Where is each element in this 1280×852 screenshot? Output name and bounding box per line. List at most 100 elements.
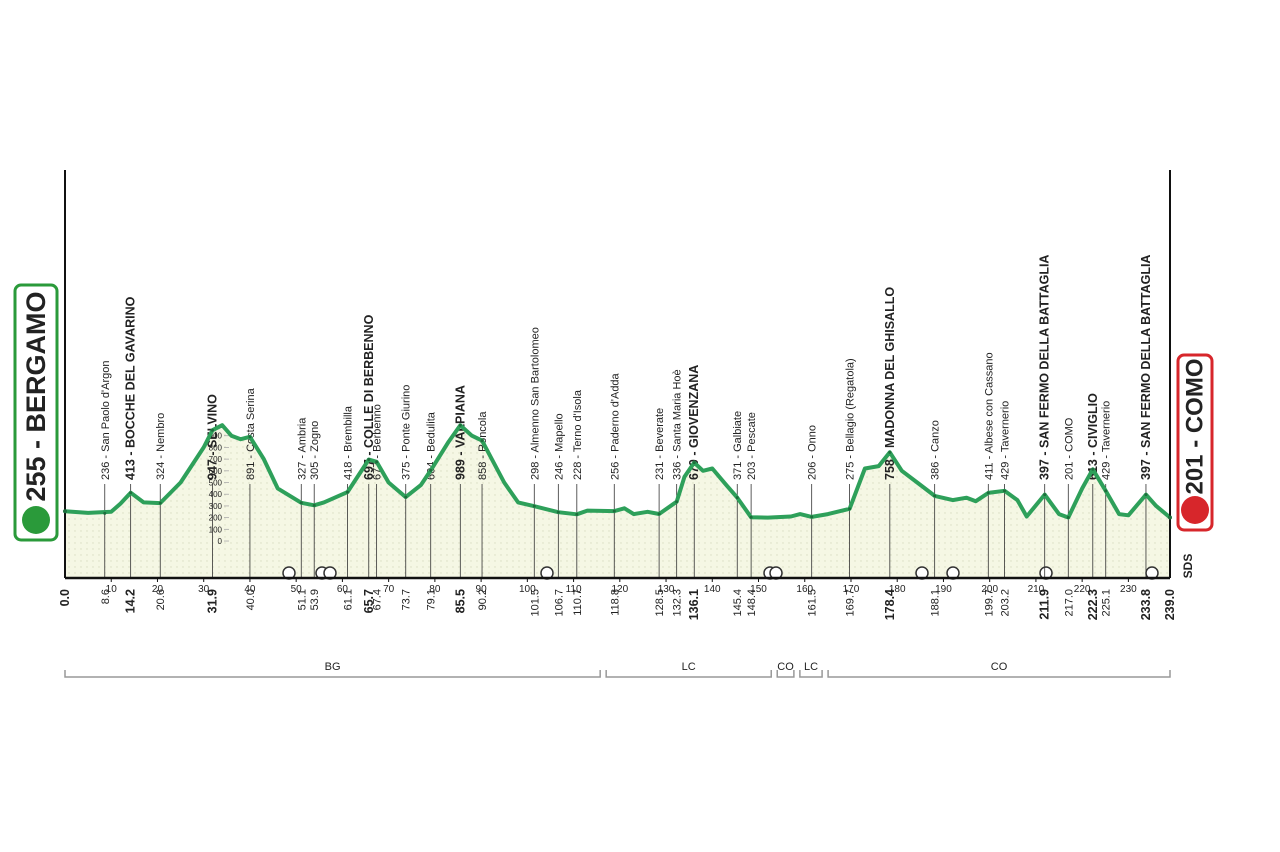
waypoint-km: 8.6 [100,589,112,604]
x-tick-label: 20 [152,584,164,595]
start-icon [22,506,50,534]
waypoint-km: 31.9 [205,589,219,613]
province-label: CO [777,661,794,673]
finish-point [1168,515,1172,520]
logo: SDS [1181,554,1195,579]
waypoint-km: 51.1 [296,589,308,610]
waypoint-point [735,496,739,500]
waypoint-km: 169.7 [845,589,857,617]
waypoint-label: 397 - SAN FERMO DELLA BATTAGLIA [1038,255,1052,480]
profile-area [65,425,1170,578]
x-tick-label: 220 [1074,584,1091,595]
x-tick-label: 210 [1028,584,1045,595]
waypoint-point [429,468,433,472]
waypoint-km: 145.4 [732,589,744,617]
waypoint-km: 101.5 [529,589,541,617]
start-label: 255 - BERGAMO [21,291,51,501]
province-label: LC [804,661,818,673]
y-tick-label: 100 [209,525,223,534]
waypoint-km: 233.8 [1139,589,1153,620]
waypoint-point [1104,489,1108,493]
x-tick-label: 130 [658,584,675,595]
waypoint-label: 613 - CIVIGLIO [1086,393,1100,480]
x-tick-label: 10 [106,584,118,595]
waypoint-point [933,494,937,498]
waypoint-km: 110.7 [572,589,584,616]
waypoint-point [129,491,133,495]
x-tick-label: 180 [889,584,906,595]
waypoint-km: 161.5 [807,589,819,617]
waypoint-label: 386 - Canzo [930,420,942,480]
waypoint-label: 429 - Tavernerio [1101,401,1113,480]
waypoint-point [888,450,892,454]
waypoint-km: 85.5 [453,589,467,613]
waypoint-label: 203 - Pescate [746,412,758,480]
waypoint-label: 231 - Beverate [654,408,666,480]
waypoint-label: 891 - Costa Serina [245,387,257,480]
waypoint-point [375,460,379,464]
y-tick-label: 0 [218,537,223,546]
y-tick-label: 900 [209,432,223,441]
waypoint-point [404,495,408,499]
waypoint-point [210,428,214,432]
x-tick-label: 110 [566,584,582,595]
waypoint-km: 199.7 [983,589,995,617]
waypoint-point [345,490,349,494]
x-tick-label: 80 [429,584,441,595]
waypoint-label: 989 - VALPIANA [453,385,467,480]
waypoint-km: 40.0 [245,589,257,610]
waypoint-point [158,501,162,505]
waypoint-km: 188.1 [930,589,942,617]
waypoint-point [657,512,661,516]
province-label: CO [991,661,1008,673]
x-tick-label: 90 [476,584,488,595]
waypoint-label: 947 - SELVINO [205,394,219,480]
start-km: 0.0 [58,589,72,606]
waypoint-label: 375 - Ponte Giurino [401,385,413,480]
waypoint-km: 73.7 [401,589,413,610]
waypoint-point [749,515,753,519]
waypoint-point [480,439,484,443]
waypoint-km: 65.7 [362,589,376,613]
waypoint-point [299,501,303,505]
x-tick-label: 30 [198,584,210,595]
waypoint-point [1144,493,1148,497]
waypoint-point [1091,467,1095,471]
waypoint-km: 132.3 [672,589,684,617]
x-tick-label: 100 [519,584,536,595]
y-tick-label: 200 [209,514,223,523]
province-bracket [64,670,601,678]
waypoint-label: 236 - San Paolo d'Argon [100,360,112,480]
waypoint-point [848,507,852,511]
waypoint-point [556,510,560,514]
start-point [63,509,67,514]
waypoint-km: 20.6 [155,589,167,610]
waypoint-km: 53.9 [309,589,321,610]
x-tick-label: 140 [704,584,721,595]
x-tick-label: 120 [611,584,628,595]
province-bracket [605,670,772,678]
waypoint-point [103,511,107,515]
waypoint-label: 246 - Mapello [553,413,565,480]
waypoint-point [1043,493,1047,497]
x-tick-label: 70 [383,584,395,595]
waypoint-km: 79.1 [426,589,438,610]
x-tick-label: 160 [796,584,813,595]
waypoint-km: 178.4 [883,589,897,620]
waypoint-km: 118.8 [609,589,621,616]
province-bracket [776,670,795,678]
finish-km: 239.0 [1163,589,1177,620]
x-tick-label: 60 [337,584,349,595]
waypoint-km: 222.3 [1086,589,1100,620]
x-tick-label: 40 [244,584,256,595]
y-tick-label: 600 [209,467,223,476]
province-bracket [827,670,1171,678]
province-label: LC [682,661,696,673]
waypoint-label: 697 - COLLE DI BERBENNO [362,314,376,480]
waypoint-point [675,500,679,504]
y-tick-label: 400 [209,490,223,499]
waypoint-point [248,435,252,439]
waypoint-point [810,515,814,519]
